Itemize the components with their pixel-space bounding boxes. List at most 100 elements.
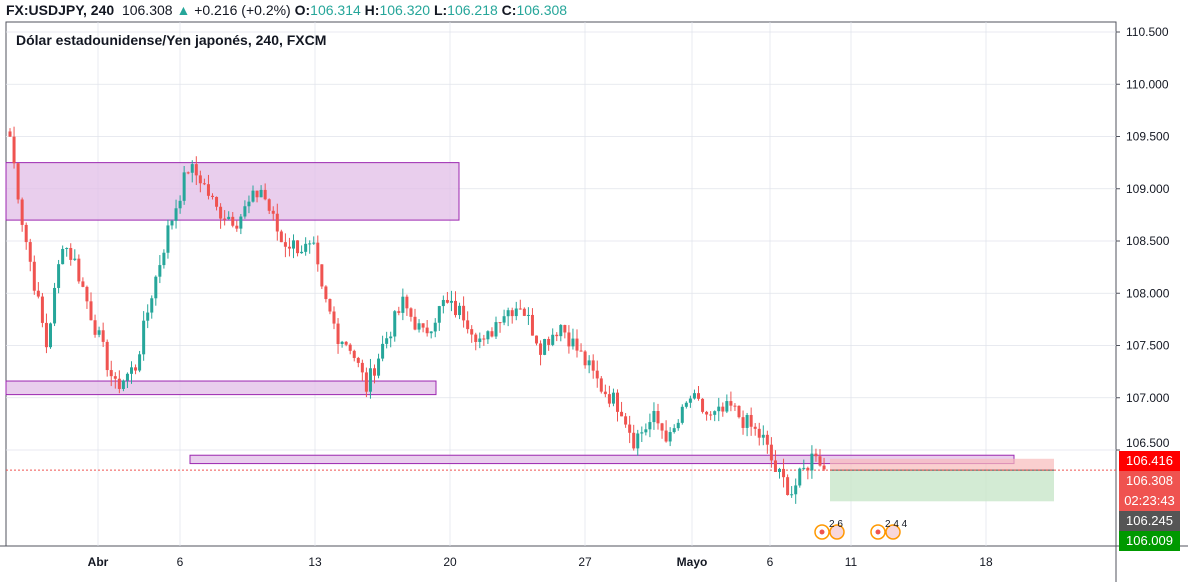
candle-body bbox=[806, 467, 810, 471]
candle-body bbox=[308, 243, 312, 245]
candle-body bbox=[304, 243, 308, 252]
candle-body bbox=[745, 414, 749, 428]
candle-body bbox=[251, 190, 255, 202]
candle-body bbox=[231, 216, 235, 226]
candle-body bbox=[470, 329, 474, 335]
candle-body bbox=[255, 190, 259, 198]
candle-body bbox=[292, 240, 295, 249]
candle-body bbox=[778, 468, 781, 472]
candle-body bbox=[721, 406, 725, 412]
candle-body bbox=[243, 206, 247, 217]
candle-body bbox=[579, 350, 583, 352]
candle-body bbox=[652, 411, 656, 423]
candle-body bbox=[713, 411, 717, 415]
candle-body bbox=[227, 216, 231, 220]
symbol-header: FX:USDJPY, 240 106.308 ▲ +0.216 (+0.2%) … bbox=[6, 2, 567, 18]
candle-body bbox=[202, 183, 206, 185]
candle-body bbox=[656, 411, 660, 424]
candle-body bbox=[563, 325, 567, 333]
candle-body bbox=[279, 231, 283, 243]
candle-body bbox=[267, 199, 271, 211]
candle-body bbox=[263, 189, 267, 200]
candle-body bbox=[591, 360, 595, 371]
candle-body bbox=[701, 398, 705, 412]
candle-body bbox=[769, 444, 773, 461]
candle-body bbox=[57, 264, 61, 288]
candle-body bbox=[466, 320, 470, 330]
candle-body bbox=[486, 331, 490, 340]
candle-body bbox=[417, 323, 421, 330]
candle-body bbox=[166, 225, 170, 253]
candle-body bbox=[85, 286, 89, 302]
candle-body bbox=[49, 323, 52, 348]
candle-body bbox=[660, 423, 664, 431]
x-tick-label: 18 bbox=[979, 555, 993, 569]
candle-body bbox=[283, 242, 287, 247]
candle-body bbox=[275, 213, 279, 232]
candle-body bbox=[328, 299, 332, 312]
candle-body bbox=[239, 216, 243, 229]
candle-body bbox=[142, 320, 146, 355]
candle-body bbox=[389, 336, 393, 339]
candle-body bbox=[89, 301, 93, 321]
price-label: 106.308 bbox=[1119, 471, 1180, 491]
candle-body bbox=[340, 341, 344, 345]
candle-body bbox=[178, 200, 182, 209]
candle-body bbox=[559, 325, 563, 337]
candle-body bbox=[300, 251, 304, 254]
price-label: 106.009 bbox=[1119, 531, 1180, 551]
candle-body bbox=[125, 373, 129, 381]
y-tick-label: 109.500 bbox=[1126, 130, 1170, 144]
candle-body bbox=[138, 354, 142, 371]
candle-body bbox=[603, 391, 607, 395]
candle-body bbox=[409, 308, 413, 317]
candle-body bbox=[105, 341, 109, 371]
candle-body bbox=[206, 184, 210, 196]
x-tick-label: 6 bbox=[177, 555, 184, 569]
close-value: 106.308 bbox=[516, 2, 568, 18]
candle-body bbox=[676, 422, 680, 429]
change: +0.216 (+0.2%) bbox=[194, 2, 291, 18]
symbol-label[interactable]: FX:USDJPY, 240 bbox=[6, 2, 115, 18]
candle-body bbox=[587, 360, 591, 366]
candle-body bbox=[287, 246, 291, 249]
candle-body bbox=[530, 314, 534, 336]
candle-body bbox=[332, 311, 336, 324]
candle-body bbox=[773, 460, 777, 472]
candle-body bbox=[356, 357, 360, 363]
candle-body bbox=[664, 430, 668, 442]
candle-body bbox=[494, 322, 498, 337]
x-tick-label: 6 bbox=[767, 555, 774, 569]
candle-body bbox=[684, 402, 688, 407]
candle-body bbox=[101, 330, 105, 342]
flag-icon bbox=[829, 524, 845, 540]
candle-body bbox=[320, 264, 324, 287]
candle-body bbox=[113, 376, 117, 379]
candle-body bbox=[668, 432, 672, 442]
high-value: 106.320 bbox=[379, 2, 431, 18]
candle-body bbox=[429, 331, 433, 334]
candle-body bbox=[765, 434, 769, 445]
candle-body bbox=[571, 338, 575, 347]
candle-body bbox=[368, 368, 372, 392]
candle-body bbox=[12, 136, 16, 164]
candle-body bbox=[190, 164, 194, 173]
candle-body bbox=[535, 335, 538, 344]
candle-body bbox=[458, 305, 462, 316]
candle-body bbox=[636, 433, 640, 449]
candle-body bbox=[40, 296, 44, 323]
candle-body bbox=[567, 332, 571, 347]
candle-body bbox=[393, 311, 397, 337]
candle-body bbox=[162, 252, 166, 266]
candle-body bbox=[186, 172, 190, 174]
candle-body bbox=[782, 468, 786, 478]
candle-body bbox=[413, 316, 417, 330]
candle-body bbox=[502, 316, 506, 323]
candle-body bbox=[271, 210, 275, 214]
candle-body bbox=[611, 392, 615, 404]
candle-body bbox=[198, 175, 202, 184]
candle-body bbox=[433, 322, 437, 332]
candle-body bbox=[506, 310, 510, 317]
candle-body bbox=[381, 343, 385, 359]
